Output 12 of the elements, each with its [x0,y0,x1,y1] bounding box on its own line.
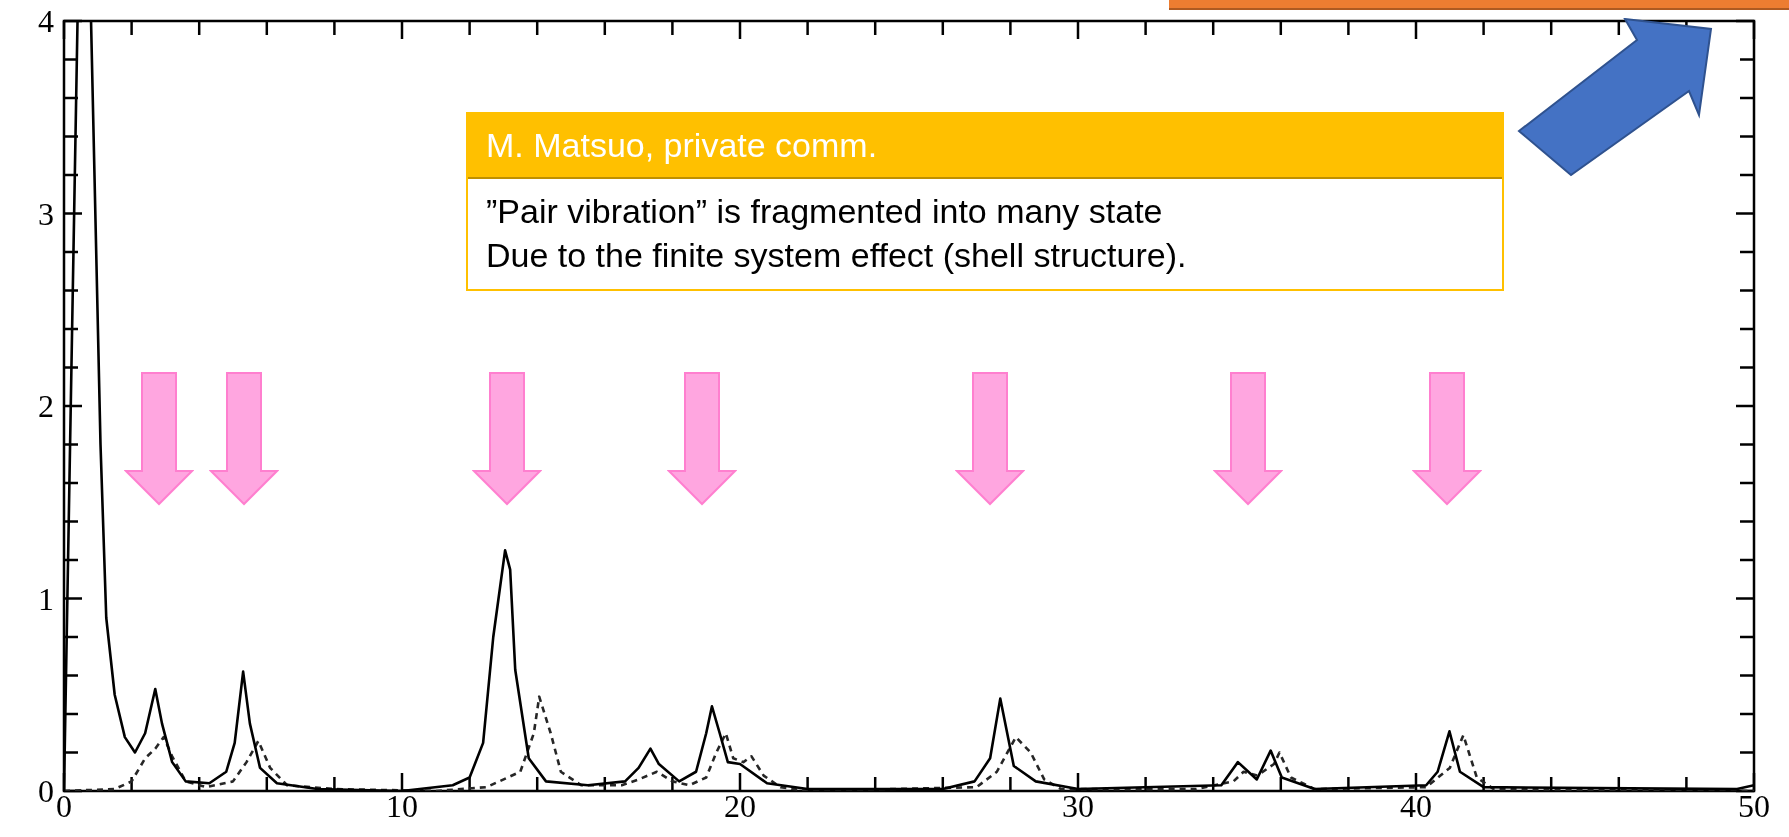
x-tick-label: 10 [386,788,418,825]
annotation: ”Pair vibration” is fragmented into many state Due to the finite system effect (shell structure). [485,191,1188,277]
note-box: M. Matsuo, private comm. ”Pair vibration” is fragmented into many state Due to the finite system effect (shell structure). [466,112,1504,292]
x-tick-label: 30 [1062,788,1094,825]
y-tick-label: 3 [38,195,54,232]
y-tick-label: 2 [38,388,54,424]
y-tick-label: 4 [38,3,54,39]
annotation: M. Matsuo, private comm. [468,114,1502,179]
x-tick-label: 20 [724,788,756,825]
x-tick-label: 50 [1738,788,1770,825]
x-tick-label: 40 [1400,788,1432,825]
y-tick-label: 1 [38,580,54,617]
